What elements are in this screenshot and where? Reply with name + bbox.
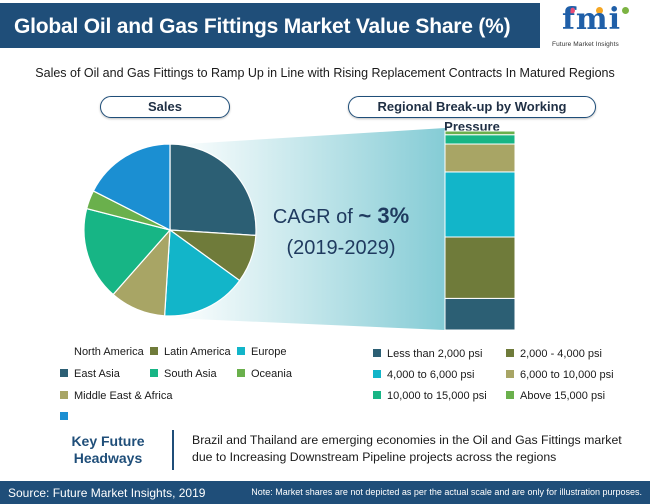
legend-swatch <box>237 369 245 377</box>
bar-segment-6-000-to-10-000-psi <box>444 143 516 173</box>
legend-label: 4,000 to 6,000 psi <box>387 369 475 381</box>
legend-item: Middle East & Africa <box>60 390 172 402</box>
fmi-logo: fmi Future Market Insights <box>552 2 644 54</box>
pie-slice-europe <box>163 228 241 317</box>
legend-swatch <box>150 369 158 377</box>
bar-segment-less-than-2-000-psi <box>444 297 516 331</box>
bar-segment-4-000-to-6-000-psi <box>444 171 516 238</box>
page-title: Global Oil and Gas Fittings Market Value… <box>14 15 511 38</box>
bar-segment-2-000-4-000-psi <box>444 236 516 299</box>
pie-slice-middle-east-africa <box>92 143 171 231</box>
legend-item: South Asia <box>150 368 217 380</box>
legend-swatch <box>60 412 68 420</box>
legend-label: Oceania <box>251 368 292 380</box>
header: Global Oil and Gas Fittings Market Value… <box>0 0 650 56</box>
logo-wordmark: fmi <box>562 2 622 37</box>
legend-swatch <box>60 391 68 399</box>
legend-item: North America <box>74 346 144 358</box>
title-band: Global Oil and Gas Fittings Market Value… <box>0 3 540 48</box>
legend-label: Less than 2,000 psi <box>387 348 483 360</box>
stacked-bar-chart <box>444 130 516 331</box>
legend-label: Above 15,000 psi <box>520 390 606 402</box>
legend-label: North America <box>74 346 144 358</box>
pie-slice-south-asia <box>83 207 172 296</box>
legend-swatch <box>506 370 514 378</box>
sales-label: Sales <box>100 96 230 118</box>
source-text: Source: Future Market Insights, 2019 <box>8 486 206 500</box>
pie-slice-north-america <box>169 143 257 237</box>
legend-swatch <box>150 347 158 355</box>
legend-item: 2,000 - 4,000 psi <box>506 348 602 360</box>
legend-item: Less than 2,000 psi <box>373 348 482 360</box>
bar-segment-10-000-to-15-000-psi <box>444 134 516 145</box>
footer-bar: Source: Future Market Insights, 2019 Not… <box>0 481 650 504</box>
legend-item: 6,000 to 10,000 psi <box>506 369 614 381</box>
legend-item: Europe <box>237 346 286 358</box>
cagr-period: (2019-2029) <box>286 237 396 259</box>
regional-breakup-label: Regional Break-up by Working Pressure <box>348 96 596 134</box>
logo-dot-icon <box>568 7 575 14</box>
legend-swatch <box>237 347 245 355</box>
key-future-headways: Key Future Headways Brazil and Thailand … <box>0 418 650 476</box>
legend-item: Latin America <box>150 346 231 358</box>
legend-swatch <box>60 369 68 377</box>
disclaimer-note: Note: Market shares are not depicted as … <box>251 487 642 497</box>
legend-label: Latin America <box>164 346 231 358</box>
legend-swatch <box>373 370 381 378</box>
legend-item: 10,000 to 15,000 psi <box>373 390 487 402</box>
pie-legend: North America Latin America Europe East … <box>60 346 320 420</box>
legend-label: Middle East & Africa <box>74 390 173 402</box>
legend-item: Oceania <box>237 368 292 380</box>
subtitle: Sales of Oil and Gas Fittings to Ramp Up… <box>35 66 615 80</box>
legend-label: 2,000 - 4,000 psi <box>520 348 602 360</box>
cagr-value: ~ 3% <box>358 203 410 228</box>
legend-item <box>60 411 74 423</box>
legend-label: South Asia <box>164 368 217 380</box>
legend-label: 10,000 to 15,000 psi <box>387 390 487 402</box>
pie-chart <box>83 143 257 317</box>
legend-label: Europe <box>251 346 287 358</box>
legend-item: 4,000 to 6,000 psi <box>373 369 474 381</box>
legend-item: East Asia <box>60 368 120 380</box>
key-future-title: Key Future Headways <box>71 433 145 466</box>
cagr-line: CAGR of ~ 3% <box>256 200 426 233</box>
divider <box>172 430 174 470</box>
logo-subtext: Future Market Insights <box>552 41 619 48</box>
chart-canvas <box>83 128 516 331</box>
key-future-text: Brazil and Thailand are emerging economi… <box>192 433 622 464</box>
legend-item: Above 15,000 psi <box>506 390 605 402</box>
legend-swatch <box>373 391 381 399</box>
legend-swatch <box>506 391 514 399</box>
bar-legend: Less than 2,000 psi 2,000 - 4,000 psi 4,… <box>373 348 643 408</box>
logo-dot-icon <box>622 7 629 14</box>
legend-label: 6,000 to 10,000 psi <box>520 369 614 381</box>
logo-dot-icon <box>596 7 603 14</box>
legend-swatch <box>506 349 514 357</box>
cagr-prefix: CAGR of <box>272 206 359 228</box>
legend-label: East Asia <box>74 368 120 380</box>
cagr-callout: CAGR of ~ 3% (2019-2029) <box>256 200 426 264</box>
legend-swatch <box>373 349 381 357</box>
bar-segment-above-15-000-psi <box>444 130 516 136</box>
